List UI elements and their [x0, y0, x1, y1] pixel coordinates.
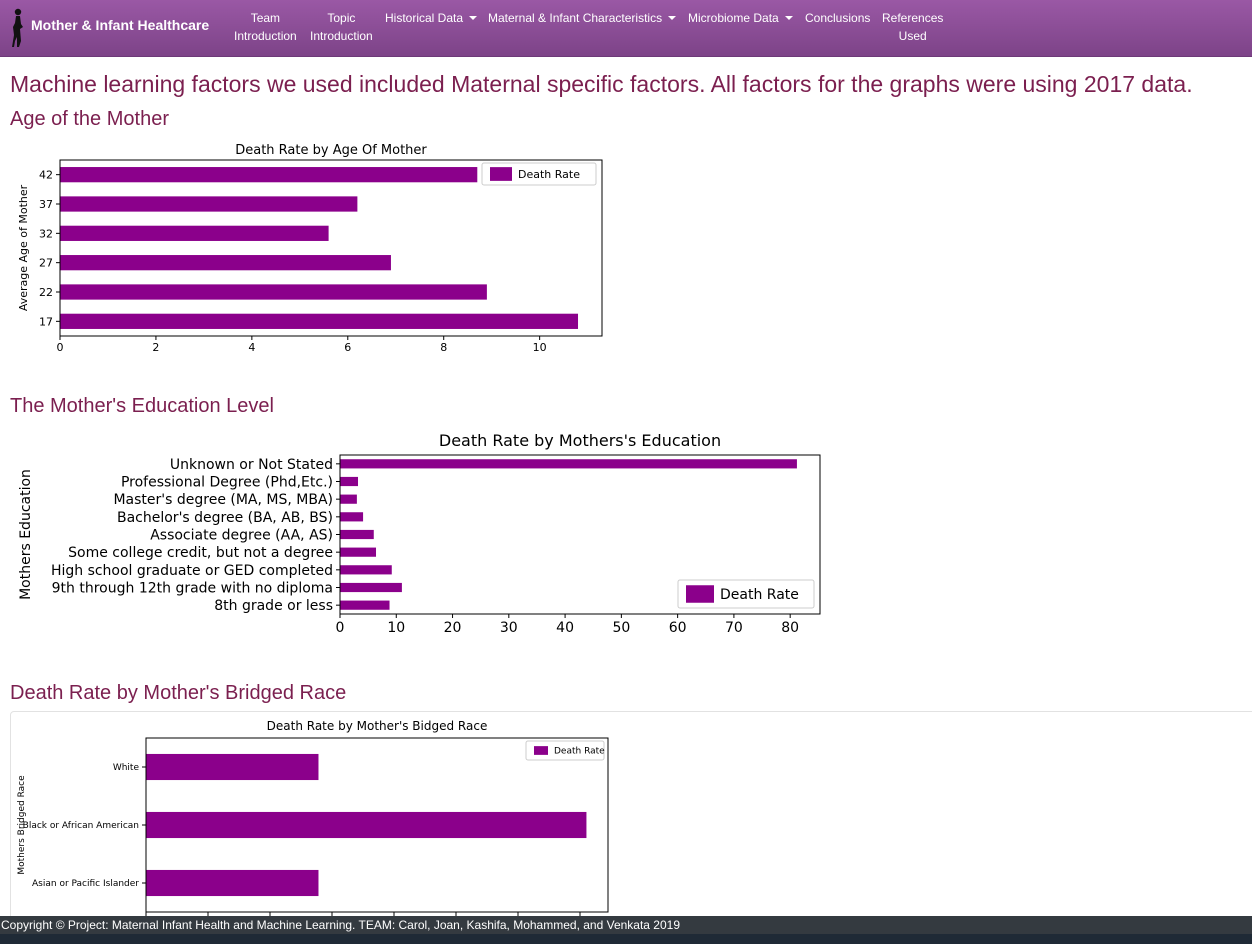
- caret-down-icon: [668, 16, 677, 20]
- x-tick-label: 6: [344, 341, 351, 354]
- navbar: Mother & Infant Healthcare Team Introduc…: [0, 0, 1252, 57]
- y-axis-label: Mothers Bridged Race: [17, 775, 27, 875]
- chart-mothers-education: Death Rate by Mothers's Education 8th gra…: [18, 431, 821, 636]
- bar-6: [340, 494, 357, 504]
- x-tick-label: 10: [387, 620, 405, 636]
- x-tick-label: 30: [500, 620, 518, 636]
- chart-title: Death Rate by Mother's Bidged Race: [267, 719, 488, 733]
- nav-historical-data-dropdown[interactable]: Historical Data: [385, 9, 478, 27]
- nav-team-introduction[interactable]: Team Introduction: [234, 9, 297, 45]
- y-tick-label: Black or African American: [23, 821, 139, 831]
- nav-references-used[interactable]: References Used: [882, 9, 943, 45]
- chart-title: Death Rate by Mothers's Education: [439, 431, 721, 450]
- plot-frame: [59, 159, 603, 337]
- bar-2: [60, 255, 391, 271]
- chart-age-of-mother: Death Rate by Age Of Mother1722273237420…: [17, 143, 603, 354]
- bar-0: [340, 600, 390, 610]
- x-tick-label: 2: [152, 341, 159, 354]
- nav-label: Historical Data: [385, 11, 464, 25]
- footer: Copyright © Project: Maternal Infant Hea…: [0, 916, 1252, 934]
- y-tick-label: Bachelor's degree (BA, AB, BS): [117, 510, 333, 526]
- x-tick-label: 70: [725, 620, 743, 636]
- caret-down-icon: [784, 16, 793, 20]
- legend-label: Death Rate: [518, 168, 580, 181]
- bar-1: [340, 582, 402, 593]
- nav-maternal-infant-characteristics-dropdown[interactable]: Maternal & Infant Characteristics: [488, 9, 677, 27]
- plot-frame: [339, 454, 821, 615]
- bar-4: [60, 196, 358, 212]
- nav-label: Conclusions: [805, 11, 871, 25]
- bar-4: [340, 529, 374, 540]
- plot-frame: [145, 737, 609, 913]
- nav-conclusions[interactable]: Conclusions: [805, 9, 870, 27]
- section-heading-race: Death Rate by Mother's Bridged Race: [10, 682, 347, 704]
- y-tick-label: 17: [39, 315, 53, 328]
- y-tick-label: 42: [39, 169, 53, 182]
- bar-1: [60, 284, 487, 300]
- nav-label: Used: [898, 29, 927, 43]
- y-axis-label: Mothers Education: [18, 469, 34, 600]
- bar-8: [340, 459, 797, 469]
- bar-2: [146, 753, 319, 781]
- nav-microbiome-data-dropdown[interactable]: Microbiome Data: [688, 9, 793, 27]
- nav-label: Maternal & Infant Characteristics: [488, 11, 663, 25]
- y-tick-label: Some college credit, but not a degree: [68, 545, 333, 561]
- nav-label: Introduction: [234, 29, 297, 43]
- y-tick-label: 9th through 12th grade with no diploma: [52, 581, 333, 597]
- x-tick-label: 50: [612, 620, 630, 636]
- legend-box: [525, 740, 605, 761]
- caret-down-icon: [469, 16, 478, 20]
- x-tick-label: 80: [781, 620, 799, 636]
- y-tick-label: 27: [39, 257, 53, 270]
- mother-silhouette-icon: [12, 8, 23, 47]
- x-tick-label: 8: [440, 341, 447, 354]
- nav-label: References: [882, 11, 944, 25]
- x-tick-label: 4: [248, 341, 255, 354]
- legend-swatch: [686, 585, 714, 603]
- y-tick-label: Master's degree (MA, MS, MBA): [113, 492, 333, 508]
- y-tick-label: 8th grade or less: [214, 598, 333, 614]
- y-tick-label: High school graduate or GED completed: [51, 563, 333, 579]
- y-tick-label: 22: [39, 286, 53, 299]
- bar-0: [146, 869, 319, 897]
- nav-label: Topic: [327, 11, 356, 25]
- bar-0: [60, 313, 579, 329]
- nav-label: Team: [250, 11, 281, 25]
- legend-swatch: [490, 167, 512, 181]
- y-tick-label: White: [113, 763, 140, 773]
- nav-topic-introduction[interactable]: Topic Introduction: [310, 9, 373, 45]
- bar-1: [146, 811, 587, 839]
- y-axis-label: Average Age of Mother: [17, 184, 30, 311]
- x-tick-label: 0: [57, 341, 64, 354]
- bar-3: [60, 225, 329, 241]
- os-taskbar: [0, 934, 1252, 944]
- legend-label: Death Rate: [720, 587, 799, 603]
- nav-label: Microbiome Data: [688, 11, 779, 25]
- chart-title: Death Rate by Age Of Mother: [235, 143, 427, 158]
- x-tick-label: 0: [336, 620, 345, 636]
- page-heading: Machine learning factors we used include…: [10, 71, 1193, 97]
- chart-mothers-race: Death Rate by Mother's Bidged Race Asian …: [17, 719, 609, 916]
- section-heading-age: Age of the Mother: [10, 108, 169, 130]
- x-tick-label: 40: [556, 620, 574, 636]
- nav-label: Introduction: [310, 29, 373, 43]
- brand-link[interactable]: Mother & Infant Healthcare: [31, 17, 210, 33]
- y-tick-label: Associate degree (AA, AS): [150, 528, 333, 544]
- bar-5: [340, 512, 364, 522]
- legend-swatch: [534, 746, 548, 755]
- x-tick-label: 20: [444, 620, 462, 636]
- x-tick-label: 60: [669, 620, 687, 636]
- bar-2: [340, 565, 392, 575]
- bar-7: [340, 476, 359, 487]
- y-tick-label: 32: [39, 227, 53, 240]
- bar-5: [60, 167, 478, 183]
- y-tick-label: 37: [39, 198, 53, 211]
- y-tick-label: Professional Degree (Phd,Etc.): [121, 475, 333, 491]
- y-tick-label: Asian or Pacific Islander: [32, 879, 139, 889]
- section-heading-education: The Mother's Education Level: [10, 395, 274, 417]
- y-tick-label: Unknown or Not Stated: [170, 457, 333, 473]
- bar-3: [340, 547, 377, 557]
- x-tick-label: 10: [533, 341, 547, 354]
- legend-label: Death Rate: [554, 747, 605, 757]
